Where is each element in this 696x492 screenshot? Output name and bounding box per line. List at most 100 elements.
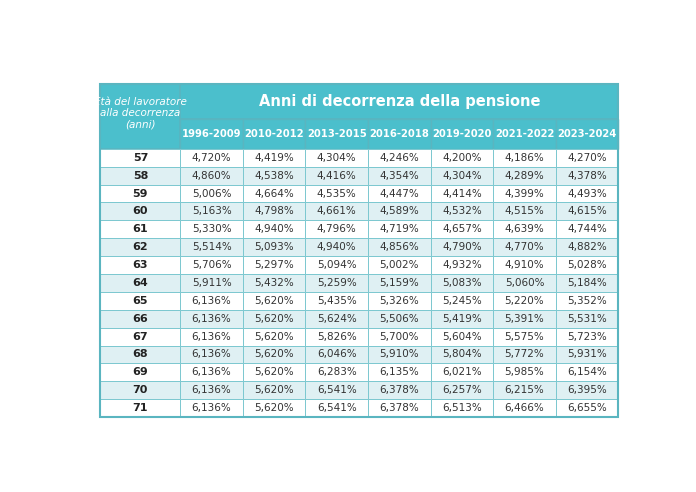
Bar xyxy=(100,364,180,381)
Bar xyxy=(306,149,368,167)
Bar xyxy=(243,310,306,328)
Text: 4,416%: 4,416% xyxy=(317,171,356,181)
Text: 5,245%: 5,245% xyxy=(442,296,482,306)
Text: alla decorrenza: alla decorrenza xyxy=(100,108,180,118)
Bar xyxy=(431,256,493,274)
Text: 5,826%: 5,826% xyxy=(317,332,356,341)
Bar xyxy=(493,381,555,399)
Text: 4,354%: 4,354% xyxy=(379,171,419,181)
Bar xyxy=(180,274,243,292)
Bar xyxy=(243,238,306,256)
Bar xyxy=(555,310,618,328)
Text: 6,215%: 6,215% xyxy=(505,385,544,395)
Text: 5,620%: 5,620% xyxy=(254,403,294,413)
Text: 5,159%: 5,159% xyxy=(379,278,419,288)
Text: 4,790%: 4,790% xyxy=(442,242,482,252)
Text: 5,985%: 5,985% xyxy=(505,368,544,377)
Bar xyxy=(368,399,431,417)
Text: 6,021%: 6,021% xyxy=(442,368,482,377)
Bar xyxy=(555,203,618,220)
Bar xyxy=(555,119,618,149)
Bar xyxy=(100,399,180,417)
Bar xyxy=(555,149,618,167)
Text: 5,297%: 5,297% xyxy=(254,260,294,270)
Bar xyxy=(493,345,555,364)
Text: 67: 67 xyxy=(133,332,148,341)
Bar xyxy=(555,274,618,292)
Text: 4,657%: 4,657% xyxy=(442,224,482,234)
Text: 70: 70 xyxy=(133,385,148,395)
Text: 6,136%: 6,136% xyxy=(191,403,232,413)
Bar xyxy=(180,84,618,119)
Text: Età del lavoratore: Età del lavoratore xyxy=(94,97,187,107)
Text: 4,414%: 4,414% xyxy=(442,188,482,199)
Bar xyxy=(180,292,243,310)
Bar xyxy=(180,238,243,256)
Bar xyxy=(306,310,368,328)
Text: 5,620%: 5,620% xyxy=(254,385,294,395)
Text: 2016-2018: 2016-2018 xyxy=(370,129,429,139)
Text: 6,154%: 6,154% xyxy=(567,368,607,377)
Text: 5,911%: 5,911% xyxy=(191,278,232,288)
Text: 65: 65 xyxy=(133,296,148,306)
Text: 5,094%: 5,094% xyxy=(317,260,356,270)
Bar xyxy=(100,292,180,310)
Text: 5,419%: 5,419% xyxy=(442,314,482,324)
Bar xyxy=(306,119,368,149)
Bar xyxy=(243,345,306,364)
Text: 5,772%: 5,772% xyxy=(505,349,544,360)
Bar xyxy=(306,256,368,274)
Text: 5,220%: 5,220% xyxy=(505,296,544,306)
Bar xyxy=(100,84,618,417)
Bar xyxy=(493,256,555,274)
Bar xyxy=(243,119,306,149)
Bar xyxy=(180,310,243,328)
Bar xyxy=(493,203,555,220)
Text: 5,620%: 5,620% xyxy=(254,296,294,306)
Bar xyxy=(368,310,431,328)
Bar xyxy=(368,256,431,274)
Bar xyxy=(555,381,618,399)
Text: 2019-2020: 2019-2020 xyxy=(432,129,491,139)
Bar xyxy=(555,184,618,203)
Bar xyxy=(243,274,306,292)
Text: 5,575%: 5,575% xyxy=(505,332,544,341)
Bar xyxy=(306,292,368,310)
Text: 4,515%: 4,515% xyxy=(505,207,544,216)
Bar xyxy=(368,203,431,220)
Text: 5,006%: 5,006% xyxy=(192,188,231,199)
Bar xyxy=(180,184,243,203)
Text: Anni di decorrenza della pensione: Anni di decorrenza della pensione xyxy=(258,93,540,109)
Bar xyxy=(100,256,180,274)
Bar xyxy=(306,220,368,238)
Bar xyxy=(368,292,431,310)
Text: 5,060%: 5,060% xyxy=(505,278,544,288)
Bar xyxy=(100,345,180,364)
Bar xyxy=(100,184,180,203)
Bar xyxy=(100,274,180,292)
Text: 4,910%: 4,910% xyxy=(505,260,544,270)
Bar xyxy=(431,149,493,167)
Bar xyxy=(431,399,493,417)
Bar xyxy=(431,345,493,364)
Bar xyxy=(243,381,306,399)
Text: 4,304%: 4,304% xyxy=(442,171,482,181)
Text: 5,910%: 5,910% xyxy=(379,349,419,360)
Bar xyxy=(493,149,555,167)
Bar xyxy=(243,256,306,274)
Bar xyxy=(180,203,243,220)
Bar xyxy=(100,84,180,149)
Text: 5,531%: 5,531% xyxy=(567,314,607,324)
Text: 5,620%: 5,620% xyxy=(254,314,294,324)
Bar xyxy=(493,399,555,417)
Text: 6,395%: 6,395% xyxy=(567,385,607,395)
Bar xyxy=(306,274,368,292)
Text: 69: 69 xyxy=(132,368,148,377)
Bar xyxy=(306,203,368,220)
Bar xyxy=(243,149,306,167)
Bar xyxy=(368,274,431,292)
Text: 5,093%: 5,093% xyxy=(254,242,294,252)
Text: 5,259%: 5,259% xyxy=(317,278,356,288)
Bar xyxy=(431,167,493,184)
Bar xyxy=(100,328,180,345)
